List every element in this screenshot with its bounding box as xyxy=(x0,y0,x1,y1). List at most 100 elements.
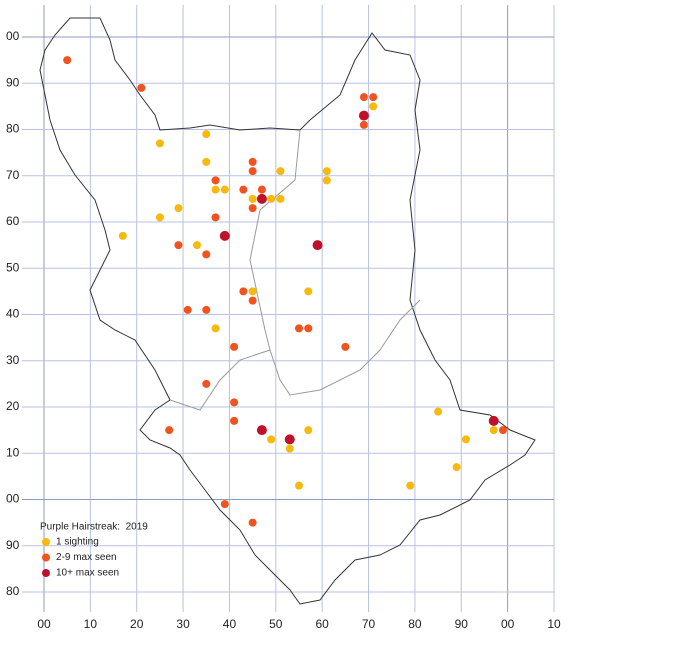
record-dot xyxy=(230,342,239,351)
y-tick-label: 20 xyxy=(6,399,20,413)
y-tick-label: 00 xyxy=(6,492,20,506)
record-dot xyxy=(211,324,220,333)
record-dot xyxy=(248,518,257,527)
y-tick-label: 80 xyxy=(6,122,20,136)
record-dot xyxy=(461,435,470,444)
grid xyxy=(22,5,555,612)
record-dot xyxy=(304,426,313,435)
record-dot xyxy=(202,305,211,314)
record-dot xyxy=(256,425,267,436)
record-dot xyxy=(248,194,257,203)
y-tick-label: 10 xyxy=(6,445,20,459)
record-dot xyxy=(239,185,248,194)
record-dot xyxy=(211,213,220,222)
record-dot xyxy=(256,193,267,204)
y-tick-label: 40 xyxy=(6,307,20,321)
record-dot xyxy=(202,250,211,259)
record-dot xyxy=(267,435,276,444)
legend-swatch xyxy=(42,553,50,562)
record-dot xyxy=(155,213,164,222)
record-dot xyxy=(165,426,174,435)
y-tick-label: 90 xyxy=(6,538,20,552)
legend-swatch xyxy=(42,569,50,577)
record-dot xyxy=(137,83,146,92)
county-outline xyxy=(39,17,536,605)
x-tick-label: 50 xyxy=(269,617,283,631)
record-dot xyxy=(285,444,294,453)
x-tick-label: 90 xyxy=(455,617,469,631)
x-tick-label: 10 xyxy=(547,617,561,631)
y-tick-label: 90 xyxy=(6,75,20,89)
x-tick-label: 70 xyxy=(362,617,376,631)
record-dot xyxy=(220,185,229,194)
x-tick-label: 00 xyxy=(501,617,515,631)
record-dot xyxy=(239,287,248,296)
record-dot xyxy=(248,167,257,176)
record-dot xyxy=(230,398,239,407)
record-dot xyxy=(369,93,378,102)
record-dot xyxy=(359,120,368,129)
x-tick-label: 80 xyxy=(408,617,422,631)
y-tick-label: 30 xyxy=(6,353,20,367)
x-tick-label: 00 xyxy=(37,617,51,631)
legend-title: Purple Hairstreak: 2019 xyxy=(40,522,148,533)
legend: 1 sighting 2-9 max seen 10+ max seen xyxy=(42,537,119,579)
record-dot xyxy=(183,305,192,314)
record-dot xyxy=(284,434,295,445)
legend-label: 2-9 max seen xyxy=(56,552,117,563)
record-dot xyxy=(248,287,257,296)
record-dot xyxy=(174,204,183,213)
record-dot xyxy=(174,241,183,250)
record-dot xyxy=(248,296,257,305)
record-dot xyxy=(248,204,257,213)
x-tick-label: 60 xyxy=(316,617,330,631)
points xyxy=(63,56,507,527)
y-tick-label: 80 xyxy=(6,584,20,598)
record-dot xyxy=(489,426,498,435)
record-dot xyxy=(211,185,220,194)
record-dot xyxy=(434,407,443,416)
record-dot xyxy=(322,176,331,185)
record-dot xyxy=(304,324,313,333)
district-boundary xyxy=(169,129,421,411)
record-dot xyxy=(359,93,368,102)
y-tick-label: 60 xyxy=(6,214,20,228)
record-dot xyxy=(257,185,266,194)
record-dot xyxy=(220,500,229,509)
y-tick-label: 70 xyxy=(6,168,20,182)
record-dot xyxy=(488,415,499,426)
record-dot xyxy=(118,231,127,240)
record-dot xyxy=(369,102,378,111)
record-dot xyxy=(211,176,220,185)
y-tick-label: 50 xyxy=(6,260,20,274)
record-dot xyxy=(248,157,257,166)
record-dot xyxy=(193,241,201,250)
x-tick-label: 10 xyxy=(84,617,98,631)
x-tick-label: 30 xyxy=(176,617,190,631)
record-dot xyxy=(295,481,303,490)
record-dot xyxy=(312,240,323,251)
record-dot xyxy=(219,230,230,241)
record-dot xyxy=(202,130,211,139)
record-dot xyxy=(230,416,239,425)
record-dot xyxy=(341,342,350,351)
record-dot xyxy=(295,324,303,333)
legend-label: 10+ max seen xyxy=(56,568,119,579)
record-dot xyxy=(63,56,72,65)
record-dot xyxy=(406,481,415,490)
record-dot xyxy=(155,139,164,148)
x-tick-label: 20 xyxy=(130,617,144,631)
record-dot xyxy=(202,157,211,166)
record-dot xyxy=(322,167,331,176)
record-dot xyxy=(267,194,276,203)
record-dot xyxy=(358,110,369,121)
record-dot xyxy=(276,167,285,176)
record-dot xyxy=(202,379,211,388)
legend-swatch xyxy=(42,538,50,546)
record-dot xyxy=(452,463,461,472)
x-tick-label: 40 xyxy=(223,617,237,631)
record-dot xyxy=(499,426,507,435)
record-dot xyxy=(304,287,313,296)
